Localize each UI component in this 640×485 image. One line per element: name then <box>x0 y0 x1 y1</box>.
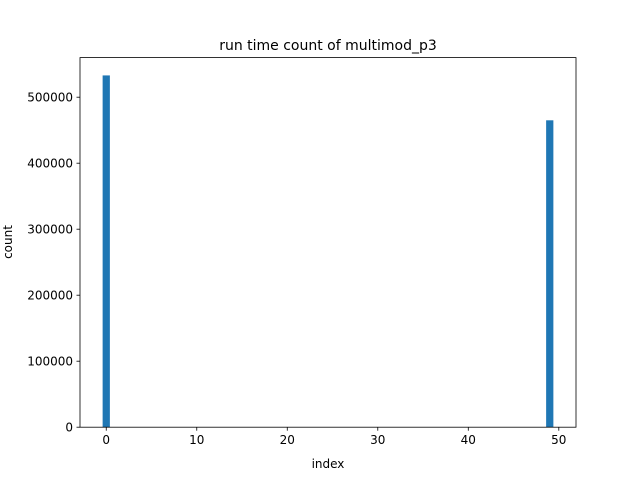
axes-frame <box>79 57 577 428</box>
y-tick-label-4: 400000 <box>27 157 73 171</box>
y-tick-label-3: 300000 <box>27 223 73 237</box>
x-tick-label-1: 10 <box>189 433 204 447</box>
x-axis-label: index <box>312 457 345 471</box>
x-tick-label-0: 0 <box>102 433 110 447</box>
y-tick-label-5: 500000 <box>27 91 73 105</box>
x-axis-ticks: 0 10 20 30 40 50 <box>102 427 566 447</box>
bar-0 <box>102 75 110 428</box>
x-tick-label-3: 30 <box>370 433 385 447</box>
y-axis-ticks: 0 100000 200000 300000 400000 500000 <box>27 91 80 435</box>
y-tick-label-2: 200000 <box>27 289 73 303</box>
x-tick-label-4: 40 <box>461 433 476 447</box>
bars <box>102 75 554 428</box>
y-axis-label: count <box>1 225 15 259</box>
x-tick-label-2: 20 <box>280 433 295 447</box>
bar-1 <box>546 120 554 428</box>
x-tick-label-5: 50 <box>551 433 566 447</box>
chart-title: run time count of multimod_p3 <box>219 38 437 54</box>
y-tick-label-0: 0 <box>65 421 73 435</box>
y-tick-label-1: 100000 <box>27 355 73 369</box>
plot-area <box>80 57 576 428</box>
